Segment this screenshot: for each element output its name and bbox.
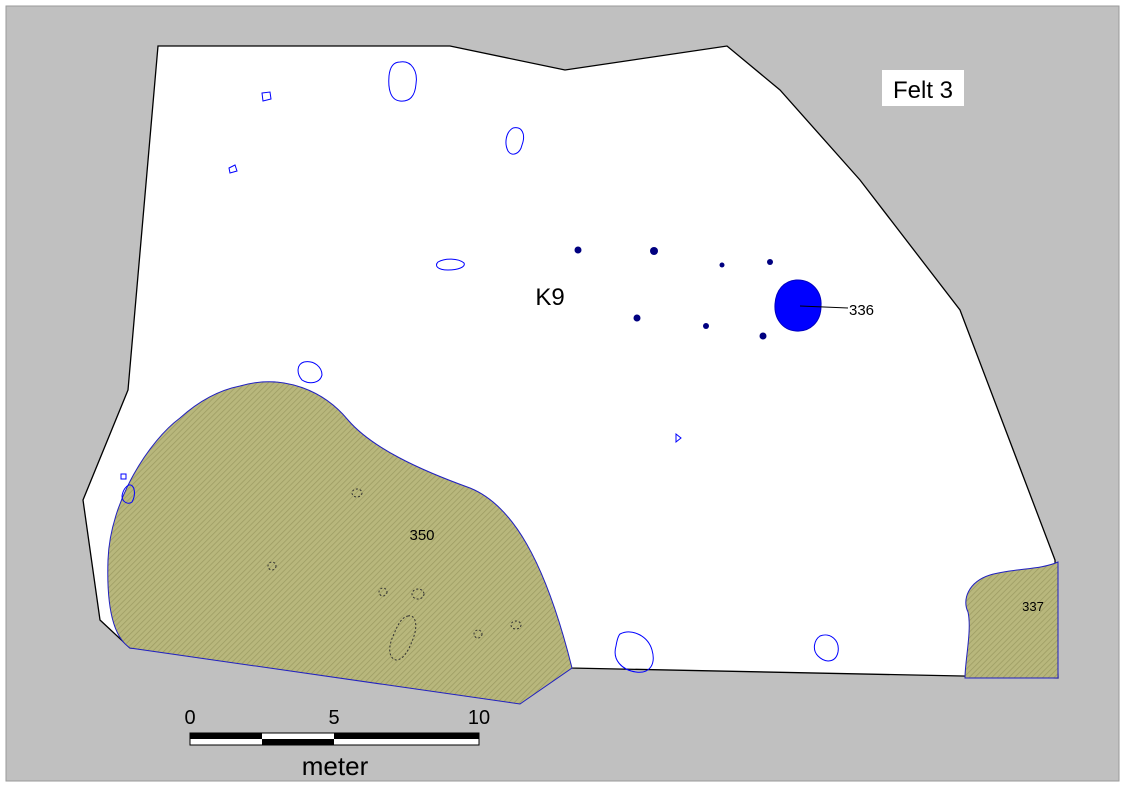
scale-unit-label: meter (302, 751, 369, 781)
feature-336-label: 336 (849, 302, 874, 319)
posthole (634, 315, 641, 322)
scale-tick-10: 10 (468, 707, 490, 729)
feature-336-pit (775, 280, 821, 331)
posthole (760, 333, 767, 340)
field-label: Felt 3 (893, 77, 953, 104)
structure-label: K9 (535, 284, 564, 311)
feature-337-label: 337 (1022, 599, 1044, 614)
scale-bar-segment (262, 739, 334, 745)
posthole (575, 247, 582, 254)
scale-tick-0: 0 (184, 707, 195, 729)
posthole (767, 259, 773, 265)
posthole (650, 247, 658, 255)
scale-bar-segment (190, 733, 262, 739)
scale-bar-segment (334, 733, 479, 739)
posthole (703, 323, 709, 329)
feature-350-label: 350 (409, 527, 434, 544)
posthole (720, 263, 725, 268)
scale-tick-5: 5 (328, 707, 339, 729)
